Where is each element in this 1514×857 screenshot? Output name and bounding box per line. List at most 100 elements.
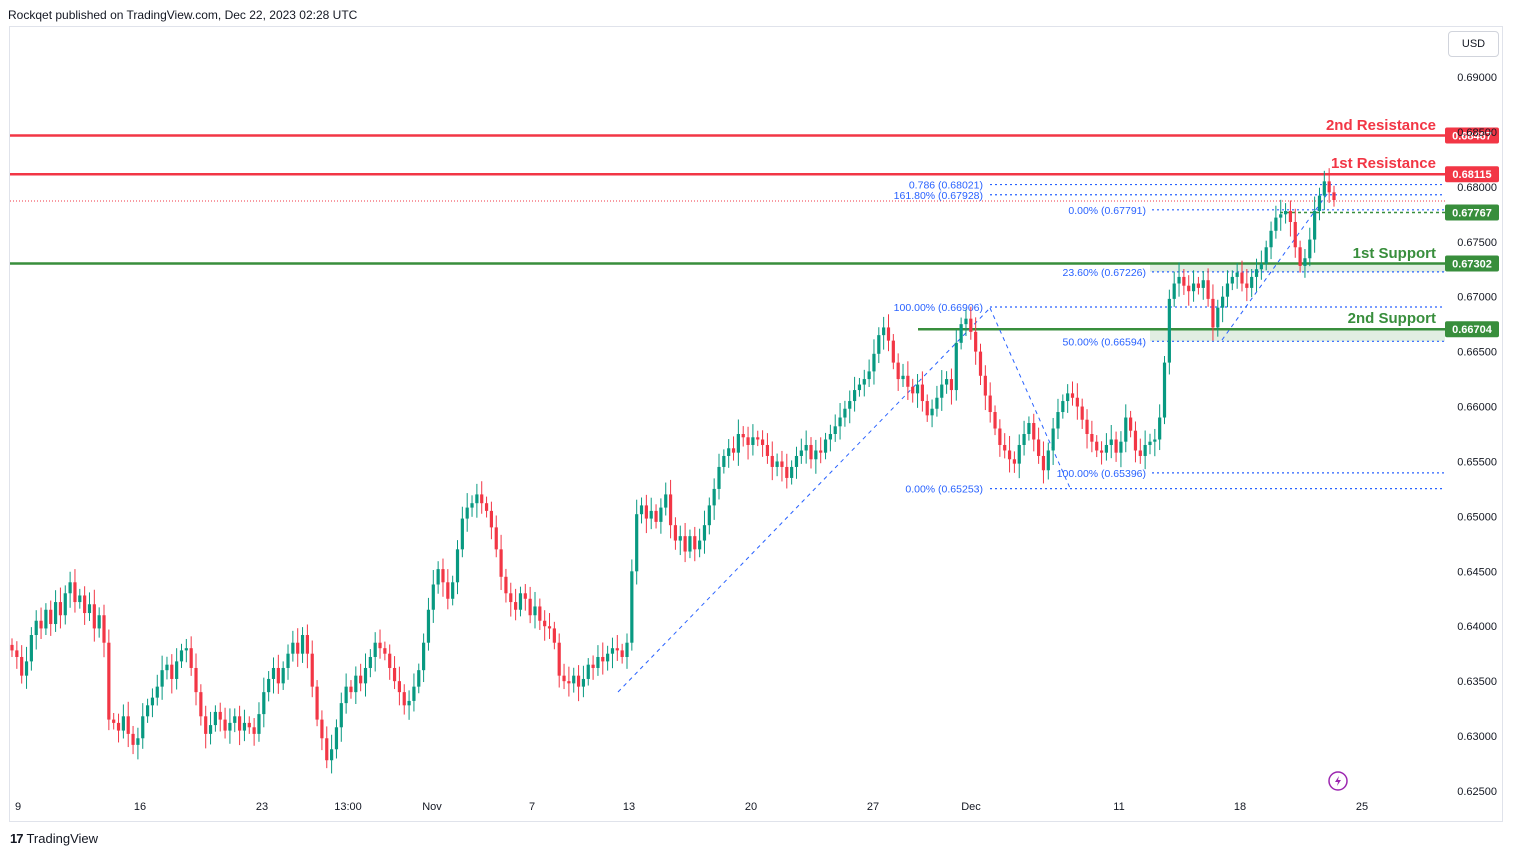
candle-body [184,648,188,651]
y-tick-label: 0.68000 [1457,182,1497,194]
fib-level-label: 0.00% (0.65253) [905,484,983,496]
x-tick-label: 23 [256,801,268,813]
candle-body [107,642,111,720]
candle-body [1090,434,1094,442]
brand-label: TradingView [26,831,99,846]
candle-body [286,653,290,668]
candle-body [29,635,33,662]
candle-body [780,461,784,467]
candle-body [518,593,523,610]
candle-body [591,664,595,668]
candle-body [581,678,586,687]
candle-body [499,549,503,577]
candle-body [1250,276,1254,288]
candle-body [814,450,818,460]
candle-body [1230,276,1234,284]
candle-body [15,650,19,657]
candle-body [983,375,987,396]
candle-body [756,437,760,440]
candle-body [34,620,38,636]
candle-body [698,540,702,550]
candle-body [1046,450,1050,471]
candle-body [1201,280,1205,288]
candle-body [954,342,958,391]
candle-body [1167,298,1171,363]
candle-body [1158,417,1162,440]
candle-body [901,375,905,380]
candle-body [431,584,435,610]
candle-body [368,656,372,668]
candle-body [1322,181,1326,196]
candle-body [930,408,934,416]
candle-body [683,536,687,552]
candle-body [1012,459,1016,464]
candle-body [392,667,397,682]
candle-body [509,593,513,603]
level-price-tag [1445,127,1499,144]
x-tick-label: 13 [623,801,635,813]
y-tick-label: 0.64500 [1457,566,1497,578]
fib-level-label: 0.786 (0.68021) [909,180,983,192]
flash-icon[interactable] [1328,771,1348,791]
candle-body [460,518,464,550]
y-tick-label: 0.64000 [1457,621,1497,633]
candle-body [886,327,891,341]
candle-body [601,656,605,662]
candle-body [426,609,431,643]
candle-body [1303,258,1307,266]
candle-body [915,384,920,394]
candle-body [475,494,479,504]
candle-body [1061,401,1065,413]
fib-level-label: 100.00% (0.65396) [1057,468,1146,480]
candle-body [291,642,295,654]
candle-body [1240,272,1244,284]
fib-level-label: 50.00% (0.66594) [1063,336,1146,348]
candle-body [528,598,532,616]
candle-body [775,461,779,467]
candle-body [717,466,721,489]
candle-body [1119,441,1123,453]
candle-body [760,439,765,445]
price-axis: 0.62500 0.63000 0.63500 0.64000 0.64500 0.650… [1457,72,1497,798]
candle-body [688,536,692,552]
footer-brand[interactable]: 17 TradingView [10,831,98,846]
y-tick-label: 0.66000 [1457,402,1497,414]
candle-body [625,642,629,657]
candle-body [552,628,556,643]
candle-body [388,653,392,668]
candle-body [208,725,213,734]
candle-body [155,686,159,698]
y-tick-label: 0.67000 [1457,292,1497,304]
candle-body [722,455,726,467]
candle-body [1182,276,1186,286]
candle-body [1109,439,1113,445]
candle-body [533,606,537,616]
candle-body [969,318,973,332]
level-price-label: 0.66704 [1452,324,1493,336]
level-price-tag [1445,166,1499,183]
candle-body [102,615,106,643]
candle-body [1080,406,1084,420]
currency-button[interactable]: USD [1448,31,1499,57]
y-tick-label: 0.65500 [1457,456,1497,468]
candle-body [252,727,256,734]
candle-body [24,661,29,676]
candle-body [97,615,101,629]
candle-body [751,437,755,445]
y-tick-label: 0.65000 [1457,511,1497,523]
candle-body [78,595,82,603]
candle-body [576,675,581,687]
candle-body [712,488,716,506]
candle-body [407,700,411,706]
candle-body [160,670,164,687]
candle-body [838,417,842,427]
candle-body [58,602,63,616]
candle-body [819,450,823,453]
candle-body [145,705,150,717]
candle-body [1104,444,1109,453]
candle-body [1041,455,1046,471]
candle-body [92,604,96,629]
level-price-label: 0.68115 [1452,169,1491,181]
level-label: 1st Resistance [1331,155,1436,172]
